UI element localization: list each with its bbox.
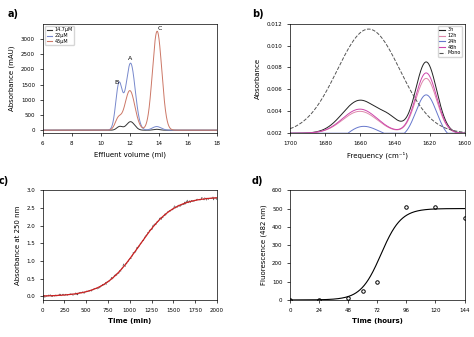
Text: A: A [128,56,133,61]
Legend: 3h, 12h, 24h, 48h, Mono: 3h, 12h, 24h, 48h, Mono [438,26,462,57]
Text: c): c) [0,176,9,186]
X-axis label: Time (hours): Time (hours) [352,318,403,324]
Text: C: C [157,26,162,31]
Text: d): d) [252,176,264,186]
Y-axis label: Fluorescence (482 nm): Fluorescence (482 nm) [260,205,266,285]
X-axis label: Time (min): Time (min) [108,318,152,324]
X-axis label: Frequency (cm⁻¹): Frequency (cm⁻¹) [347,151,408,159]
Y-axis label: Absorbance (mAU): Absorbance (mAU) [9,46,16,111]
Text: a): a) [8,9,19,19]
X-axis label: Effluent volume (ml): Effluent volume (ml) [94,151,166,158]
Y-axis label: Absorbance: Absorbance [255,58,261,99]
Text: B: B [114,80,118,85]
Y-axis label: Absorbance at 250 nm: Absorbance at 250 nm [15,206,21,285]
Legend: 14.7μM, 22μM, 45μM: 14.7μM, 22μM, 45μM [45,26,74,45]
Text: b): b) [252,9,264,19]
